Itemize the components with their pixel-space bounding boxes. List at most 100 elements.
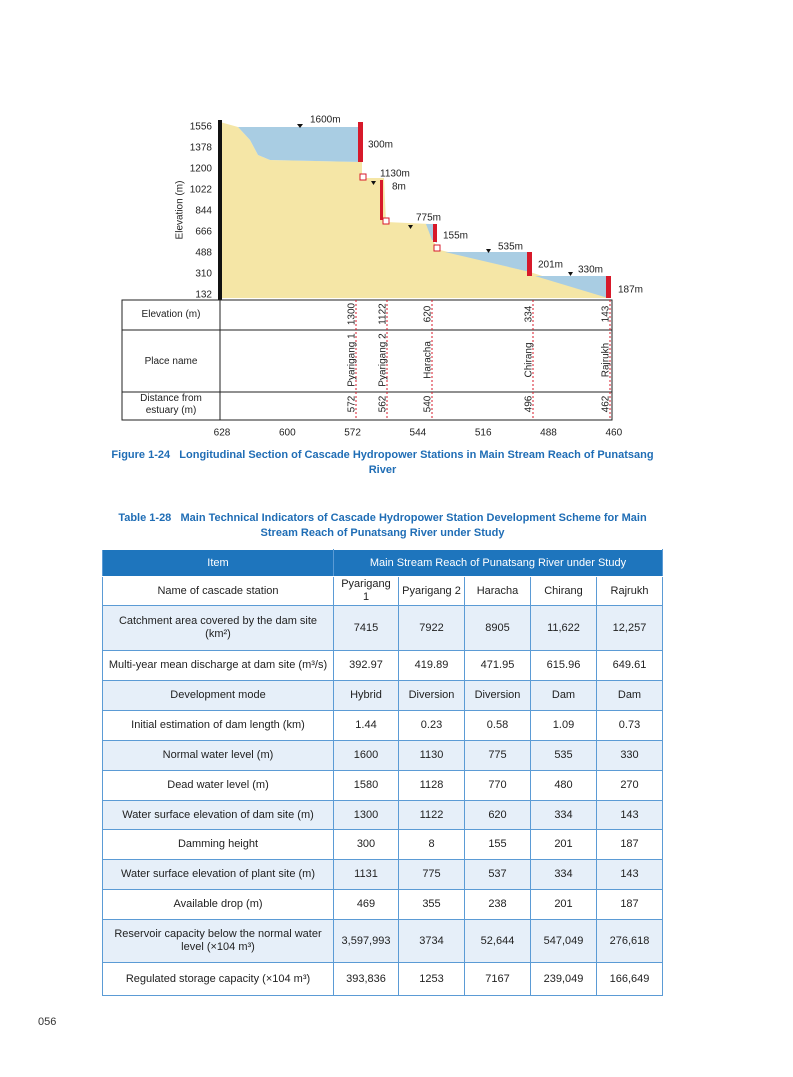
table-cell: 143 xyxy=(596,800,663,830)
table-cell: 615.96 xyxy=(530,650,597,681)
y-tick-label: 132 xyxy=(195,290,212,301)
y-tick-label: 1556 xyxy=(190,122,213,133)
table-cell: 7167 xyxy=(464,962,531,996)
table-cell: Development mode xyxy=(102,680,334,711)
table-cell: Name of cascade station xyxy=(102,576,334,606)
annotation: 8m xyxy=(392,182,406,193)
y-tick-label: 666 xyxy=(195,227,212,238)
station-distance: 496 xyxy=(524,395,535,412)
table-cell: Dam xyxy=(596,680,663,711)
table-cell: Regulated storage capacity (×104 m³) xyxy=(102,962,334,996)
annotation: 775m xyxy=(416,213,441,224)
annotation: 300m xyxy=(368,140,393,151)
table-cell: 334 xyxy=(530,859,597,890)
plant-icon xyxy=(359,173,367,181)
header-row: Item Main Stream Reach of Punatsang Rive… xyxy=(102,549,663,577)
table-cell: 11,622 xyxy=(530,605,597,651)
table-cell: Chirang xyxy=(530,576,597,606)
caption-title: Longitudinal Section of Cascade Hydropow… xyxy=(179,449,654,476)
table-cell: 1253 xyxy=(398,962,465,996)
reservoir xyxy=(445,252,530,272)
terrain xyxy=(220,122,610,298)
table-cell: Pyarigang 2 xyxy=(398,576,465,606)
annotation: 535m xyxy=(498,242,523,253)
table-cell: Normal water level (m) xyxy=(102,740,334,771)
table-row: Water surface elevation of dam site (m) 1… xyxy=(102,800,663,830)
table-cell: 537 xyxy=(464,859,531,890)
table-cell: 1.44 xyxy=(333,710,399,741)
reservoir xyxy=(535,276,608,298)
table-cell: 12,257 xyxy=(596,605,663,651)
table-cell: Initial estimation of dam length (km) xyxy=(102,710,334,741)
table-cell: 187 xyxy=(596,829,663,860)
table-cell: 1.09 xyxy=(530,710,597,741)
dam xyxy=(527,252,532,276)
table-cell: 471.95 xyxy=(464,650,531,681)
table-cell: 355 xyxy=(398,889,465,920)
table-cell: Catchment area covered by the dam site (… xyxy=(102,605,334,651)
profile-table xyxy=(121,299,613,421)
table-cell: 770 xyxy=(464,770,531,801)
x-tick-label: 460 xyxy=(605,428,622,439)
y-tick-label: 1378 xyxy=(190,143,213,154)
table-row: Multi-year mean discharge at dam site (m… xyxy=(102,650,663,681)
x-tick-label: 600 xyxy=(279,428,296,439)
dam xyxy=(358,122,363,162)
table-row: Dead water level (m) 1580 1128 770 480 270 xyxy=(102,770,663,801)
longitudinal-section: 1300 Pyarigang 1 572 1122 Pyarigang 2 562 620 H… xyxy=(121,115,643,439)
table-cell: 1128 xyxy=(398,770,465,801)
indicator-table: Item Main Stream Reach of Punatsang Rive… xyxy=(102,549,663,996)
table-cell: 52,644 xyxy=(464,919,531,963)
markers xyxy=(297,124,573,276)
table-cell: 155 xyxy=(464,829,531,860)
table-cell: 8 xyxy=(398,829,465,860)
table-caption: Table 1-28 Main Technical Indicators of … xyxy=(100,511,665,541)
table-cell: Damming height xyxy=(102,829,334,860)
table-cell: 419.89 xyxy=(398,650,465,681)
table-cell: 166,649 xyxy=(596,962,663,996)
table-cell: 238 xyxy=(464,889,531,920)
table-cell: 187 xyxy=(596,889,663,920)
table-row: Catchment area covered by the dam site (… xyxy=(102,605,663,651)
table-cell: 3734 xyxy=(398,919,465,963)
table-cell: 1600 xyxy=(333,740,399,771)
table-row: Available drop (m) 469 355 238 201 187 xyxy=(102,889,663,920)
station-distance: 462 xyxy=(601,395,612,412)
table-cell: 393,836 xyxy=(333,962,399,996)
table-row: Damming height 300 8 155 201 187 xyxy=(102,829,663,860)
station-distance: 540 xyxy=(423,395,434,412)
y-tick-label: 1022 xyxy=(190,185,213,196)
table-cell: 775 xyxy=(464,740,531,771)
table-cell: Dam xyxy=(530,680,597,711)
y-axis xyxy=(218,120,222,300)
dam xyxy=(380,180,383,220)
table-cell: Available drop (m) xyxy=(102,889,334,920)
table-cell: 3,597,993 xyxy=(333,919,399,963)
y-tick-label: 310 xyxy=(195,269,212,280)
table-cell: 480 xyxy=(530,770,597,801)
table-cell: 1122 xyxy=(398,800,465,830)
y-tick-label: 488 xyxy=(195,248,212,259)
stations: 1300 Pyarigang 1 572 1122 Pyarigang 2 562 620 H… xyxy=(347,300,612,420)
x-tick-label: 544 xyxy=(410,428,427,439)
x-tick-label: 488 xyxy=(540,428,557,439)
x-tick-label: 628 xyxy=(214,428,231,439)
table-cell: 1580 xyxy=(333,770,399,801)
x-tick-label: 516 xyxy=(475,428,492,439)
station-elevation: 143 xyxy=(601,305,612,322)
table-cell: 300 xyxy=(333,829,399,860)
table-cell: 775 xyxy=(398,859,465,890)
table-cell: 1131 xyxy=(333,859,399,890)
table-cell: Multi-year mean discharge at dam site (m… xyxy=(102,650,334,681)
table-cell: 469 xyxy=(333,889,399,920)
y-axis-label: Elevation (m) xyxy=(175,181,186,240)
table-cell: 0.58 xyxy=(464,710,531,741)
table-row: Reservoir capacity below the normal wate… xyxy=(102,919,663,963)
row-label: Place name xyxy=(144,356,198,367)
table-cell: Diversion xyxy=(464,680,531,711)
table-cell: Reservoir capacity below the normal wate… xyxy=(102,919,334,963)
caption-title: Main Technical Indicators of Cascade Hyd… xyxy=(180,512,647,539)
table-cell: 620 xyxy=(464,800,531,830)
